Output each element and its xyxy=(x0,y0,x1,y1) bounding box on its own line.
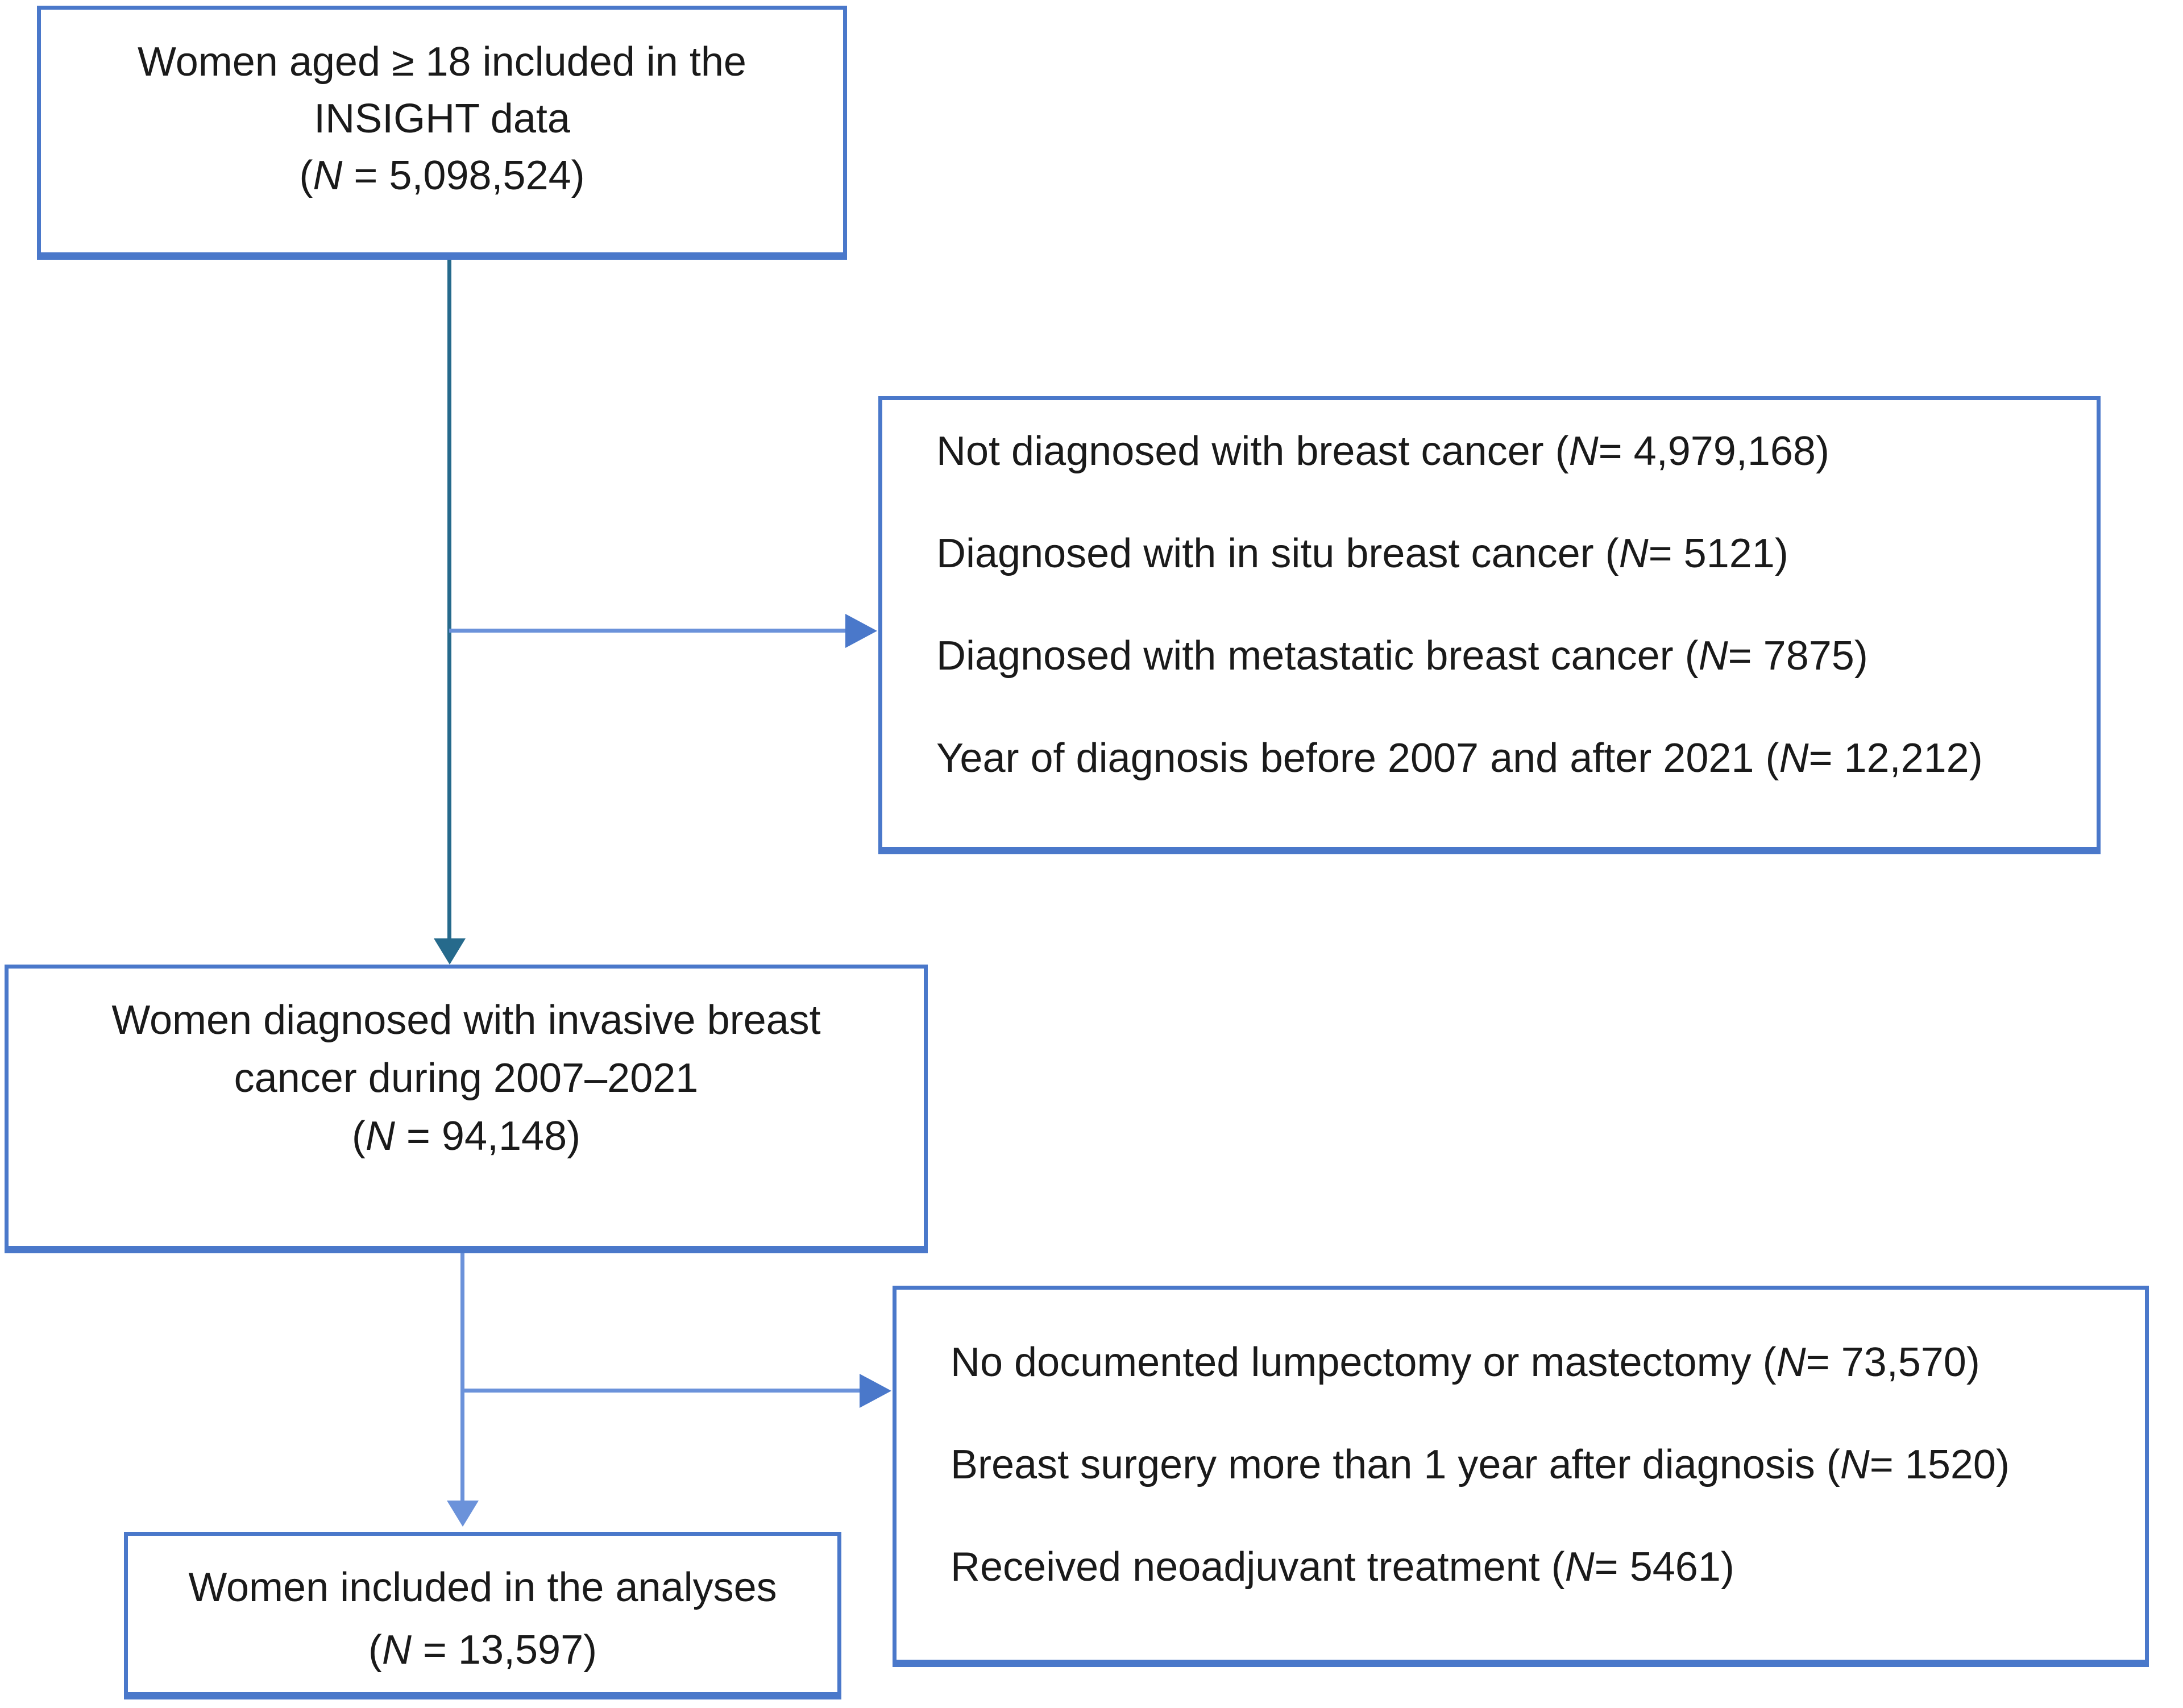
connector-to-second-exclusions xyxy=(462,1389,860,1393)
population-n-line: (N = 5,098,524) xyxy=(41,147,843,204)
text-segment: ( xyxy=(299,153,313,198)
text-segment: = 13,597) xyxy=(411,1627,597,1673)
text-segment: = 4,979,168) xyxy=(1598,429,1829,474)
text-segment: Breast surgery more than 1 year after di… xyxy=(951,1442,1840,1487)
text-segment: Diagnosed with metastatic breast cancer … xyxy=(936,633,1699,679)
connector-middle-to-bottom xyxy=(460,1253,464,1502)
text-segment: = 5,098,524) xyxy=(342,153,585,198)
n-symbol: N xyxy=(1698,633,1728,679)
exclusion-item: Year of diagnosis before 2007 and after … xyxy=(936,707,2074,809)
box-analysis-population: Women included in the analyses (N = 13,5… xyxy=(124,1532,841,1699)
box-invasive-cancer: Women diagnosed with invasive breast can… xyxy=(5,965,928,1253)
text-segment: = 94,148) xyxy=(395,1113,581,1159)
n-symbol: N xyxy=(1840,1442,1870,1487)
text-segment: Not diagnosed with breast cancer ( xyxy=(936,429,1569,474)
text-segment: = 5461) xyxy=(1594,1544,1734,1590)
exclusion-item: Received neoadjuvant treatment (N = 5461… xyxy=(951,1516,2122,1618)
n-symbol: N xyxy=(1568,429,1599,474)
arrowhead-right-icon xyxy=(845,614,877,648)
n-symbol: N xyxy=(313,153,343,198)
box-exclusions-second: No documented lumpectomy or mastectomy (… xyxy=(893,1286,2149,1667)
n-symbol: N xyxy=(1776,1340,1806,1385)
text-segment: Year of diagnosis before 2007 and after … xyxy=(936,735,1779,781)
text-segment: = 7875) xyxy=(1728,633,1868,679)
text-segment: Diagnosed with in situ breast cancer ( xyxy=(936,531,1619,576)
n-symbol: N xyxy=(365,1113,395,1159)
text-segment: = 5121) xyxy=(1648,531,1788,576)
analysis-n-line: (N = 13,597) xyxy=(128,1619,837,1681)
connector-to-first-exclusions xyxy=(449,629,845,633)
invasive-n-line: (N = 94,148) xyxy=(9,1107,924,1165)
exclusion-item: Not diagnosed with breast cancer (N = 4,… xyxy=(936,400,2074,502)
n-symbol: N xyxy=(381,1627,412,1673)
text-segment: = 12,212) xyxy=(1808,735,1983,781)
arrowhead-right-icon xyxy=(860,1374,891,1408)
population-line-1: Women aged ≥ 18 included in the xyxy=(138,39,746,85)
box-insight-population: Women aged ≥ 18 included in the INSIGHT … xyxy=(37,6,847,260)
text-segment: ( xyxy=(368,1627,382,1673)
exclusion-item: Diagnosed with in situ breast cancer (N … xyxy=(936,502,2074,605)
n-symbol: N xyxy=(1779,735,1809,781)
n-symbol: N xyxy=(1564,1544,1595,1590)
text-segment: = 1520) xyxy=(1869,1442,2010,1487)
population-line-2: INSIGHT data xyxy=(314,96,570,142)
invasive-line-1: Women diagnosed with invasive breast xyxy=(111,998,821,1043)
exclusion-item: No documented lumpectomy or mastectomy (… xyxy=(951,1311,2122,1414)
connector-top-to-middle xyxy=(447,260,451,940)
exclusion-item: Diagnosed with metastatic breast cancer … xyxy=(936,605,2074,707)
text-segment: Received neoadjuvant treatment ( xyxy=(951,1544,1565,1590)
exclusion-item: Breast surgery more than 1 year after di… xyxy=(951,1414,2122,1516)
analysis-line-1: Women included in the analyses xyxy=(188,1565,777,1610)
box-exclusions-first: Not diagnosed with breast cancer (N = 4,… xyxy=(878,396,2101,854)
arrowhead-down-icon xyxy=(447,1501,479,1527)
text-segment: = 73,570) xyxy=(1806,1340,1980,1385)
arrowhead-down-icon xyxy=(434,938,466,965)
n-symbol: N xyxy=(1618,531,1649,576)
invasive-line-2: cancer during 2007–2021 xyxy=(234,1055,699,1101)
text-segment: No documented lumpectomy or mastectomy ( xyxy=(951,1340,1777,1385)
text-segment: ( xyxy=(351,1113,366,1159)
